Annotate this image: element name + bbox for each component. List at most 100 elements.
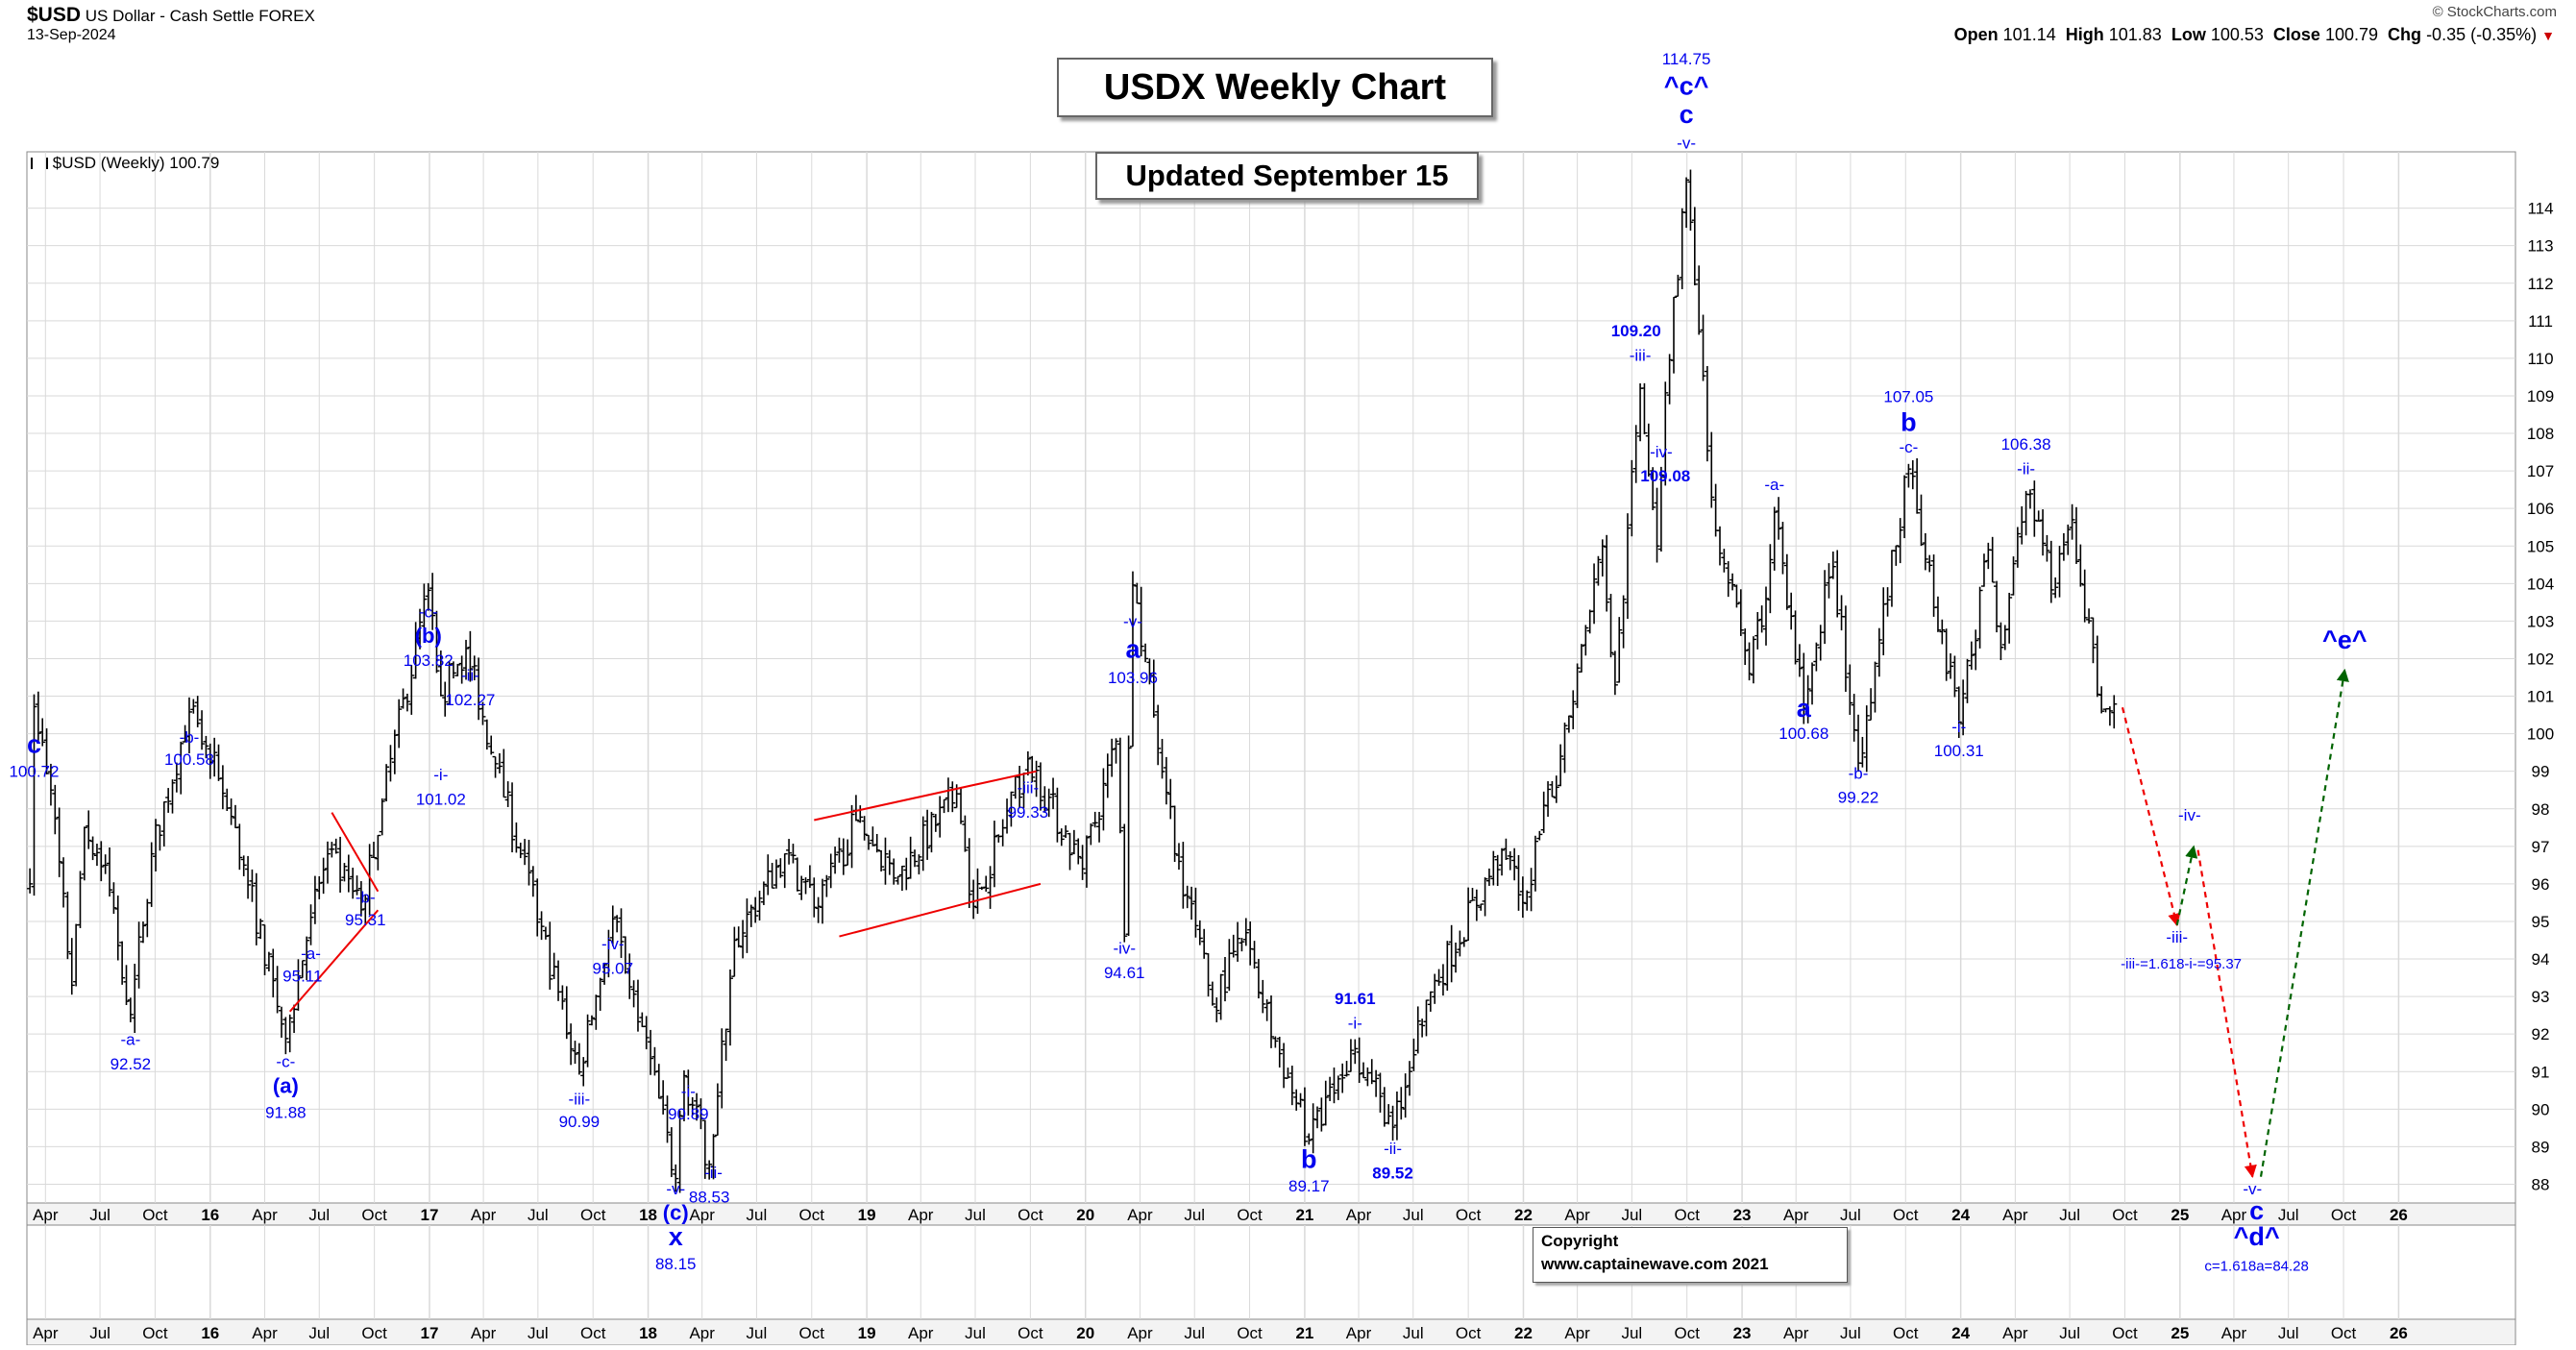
x-tick-label-lower: Jul: [747, 1324, 768, 1342]
x-tick-label: 17: [421, 1206, 439, 1224]
x-tick-label: 21: [1295, 1206, 1313, 1224]
wave-label: 101.02: [416, 791, 466, 809]
y-tick-label: 108: [2527, 425, 2554, 443]
copyright-url: www.captainewave.com 2021: [1541, 1255, 1769, 1273]
y-tick-label: 106: [2527, 500, 2554, 518]
x-tick-label: 16: [201, 1206, 219, 1224]
x-tick-label-lower: 26: [2390, 1324, 2408, 1342]
lower-x-axis-strip: [26, 1318, 2516, 1346]
projection-arrow: [2259, 668, 2349, 1177]
ohlc-high-label: High: [2065, 25, 2104, 44]
y-tick-label: 101: [2527, 688, 2554, 706]
wave-label: 88.15: [655, 1255, 697, 1273]
ohlc-high-value: 101.83: [2108, 25, 2162, 44]
wave-label: 95.07: [593, 959, 634, 977]
wave-label: -v-: [1677, 135, 1696, 153]
wave-label: -i-: [1348, 1015, 1362, 1033]
x-tick-label: Oct: [799, 1206, 825, 1224]
x-tick-label: 18: [639, 1206, 657, 1224]
x-tick-label: Oct: [2331, 1206, 2357, 1224]
trendline: [331, 812, 380, 893]
wave-label: b: [1301, 1144, 1317, 1173]
wave-label: 92.52: [110, 1055, 152, 1073]
wave-label: 106.38: [2001, 435, 2051, 454]
exchange-name: FOREX: [258, 7, 315, 25]
ohlc-low-value: 100.53: [2210, 25, 2264, 44]
wave-label: -c-: [276, 1053, 295, 1071]
x-tick-label: Oct: [1018, 1206, 1043, 1224]
lower-panel: [26, 1224, 2516, 1320]
x-tick-label-lower: Apr: [908, 1324, 934, 1342]
y-tick-label: 110: [2527, 350, 2553, 368]
x-tick-label-lower: Jul: [308, 1324, 330, 1342]
x-tick-label-lower: Jul: [2278, 1324, 2299, 1342]
x-tick-label-lower: Apr: [2221, 1324, 2247, 1342]
x-tick-label: 19: [858, 1206, 876, 1224]
wave-label: -b-: [1849, 764, 1869, 782]
y-tick-label: 107: [2527, 462, 2554, 480]
x-tick-label: Apr: [33, 1206, 59, 1224]
projection-arrow: [2121, 706, 2181, 927]
wave-label: -iii-: [569, 1090, 591, 1108]
wave-label: -iii-=1.618-i-=95.37: [2121, 956, 2242, 972]
y-tick-label: 99: [2532, 763, 2550, 781]
ohlc-summary: Open 101.14 High 101.83 Low 100.53 Close…: [1954, 25, 2555, 45]
wave-label: 99.33: [1008, 803, 1049, 822]
x-tick-label: Jul: [1184, 1206, 1205, 1224]
wave-label: a: [1125, 634, 1141, 663]
x-tick-label-lower: Jul: [527, 1324, 549, 1342]
x-tick-label-lower: 18: [639, 1324, 657, 1342]
x-tick-label: Oct: [1893, 1206, 1919, 1224]
ohlc-open-label: Open: [1953, 25, 1999, 44]
chart-header-left: $USD US Dollar - Cash Settle FOREX: [27, 4, 315, 27]
x-tick-label-lower: Oct: [1237, 1324, 1263, 1342]
x-tick-label-lower: Oct: [361, 1324, 387, 1342]
y-tick-label: 112: [2527, 275, 2553, 293]
ohlc-open-value: 101.14: [2002, 25, 2056, 44]
wave-label: c=1.618a=84.28: [2204, 1258, 2308, 1274]
ohlc-close-label: Close: [2272, 25, 2320, 44]
y-tick-label: 93: [2532, 988, 2550, 1006]
x-tick-label-lower: Jul: [1184, 1324, 1205, 1342]
x-tick-label-lower: Apr: [689, 1324, 715, 1342]
x-tick-label: Apr: [908, 1206, 934, 1224]
legend-text: $USD (Weekly) 100.79: [52, 154, 220, 172]
x-tick-label: Oct: [361, 1206, 387, 1224]
x-tick-label-lower: Apr: [1783, 1324, 1809, 1342]
x-tick-label-lower: Oct: [1456, 1324, 1482, 1342]
wave-label: (a): [273, 1073, 299, 1097]
wave-label: (c): [663, 1201, 689, 1225]
x-tick-label: Oct: [2112, 1206, 2138, 1224]
ohlc-chg-label: Chg: [2388, 25, 2422, 44]
x-tick-label: 23: [1733, 1206, 1752, 1224]
y-tick-label: 104: [2527, 575, 2554, 593]
ohlc-chg-value: -0.35 (-0.35%): [2426, 25, 2538, 44]
instrument-name: US Dollar - Cash Settle: [85, 7, 255, 25]
x-tick-label-lower: Apr: [33, 1324, 59, 1342]
wave-label: 109.20: [1611, 322, 1661, 340]
wave-label: ^e^: [2322, 626, 2367, 654]
x-tick-label: Oct: [1674, 1206, 1700, 1224]
y-tick-label: 105: [2527, 537, 2554, 555]
wave-label: 109.08: [1640, 467, 1690, 485]
y-tick-label: 111: [2528, 312, 2553, 331]
x-tick-label: Oct: [1237, 1206, 1263, 1224]
bar-chart-icon: [31, 158, 48, 169]
wave-label: 103.96: [1108, 669, 1158, 687]
x-tick-label: Jul: [1403, 1206, 1424, 1224]
x-tick-label-lower: Oct: [1893, 1324, 1919, 1342]
x-tick-label: Oct: [142, 1206, 168, 1224]
trendline: [839, 882, 1042, 938]
y-tick-label: 94: [2532, 950, 2550, 969]
wave-label: -iv-: [601, 935, 625, 953]
wave-label: -ii-: [1384, 1140, 1402, 1158]
wave-label: 95.11: [282, 968, 322, 986]
wave-label: -v-: [1123, 612, 1142, 630]
x-tick-label-lower: Jul: [1621, 1324, 1642, 1342]
x-tick-label-lower: Jul: [89, 1324, 110, 1342]
wave-label: -c-: [1899, 438, 1918, 456]
wave-label: -ii-: [461, 667, 479, 685]
x-tick-label-lower: Oct: [142, 1324, 168, 1342]
chart-date: 13-Sep-2024: [27, 27, 116, 43]
wave-label: 107.05: [1883, 387, 1933, 405]
